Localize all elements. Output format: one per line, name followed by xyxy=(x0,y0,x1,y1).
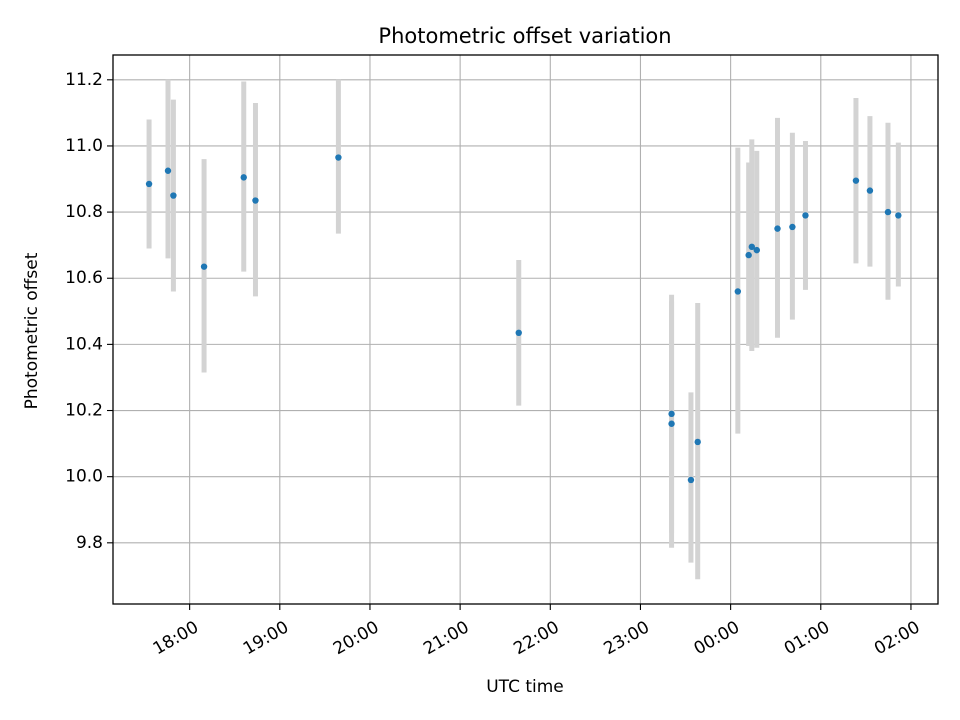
grid xyxy=(113,55,938,604)
data-point xyxy=(884,208,892,216)
y-tick-label: 10.6 xyxy=(65,268,103,288)
data-point xyxy=(335,154,342,161)
data-point xyxy=(668,410,675,418)
data-point xyxy=(252,197,259,204)
data-point xyxy=(734,288,742,295)
data-point xyxy=(748,243,756,251)
y-tick-label: 11.2 xyxy=(65,70,103,90)
x-axis-label: UTC time xyxy=(486,677,564,697)
data-point xyxy=(240,174,247,181)
data-point xyxy=(164,167,172,174)
data-point xyxy=(145,180,153,188)
chart-title: Photometric offset variation xyxy=(378,24,671,48)
y-tick-label: 10.0 xyxy=(65,467,103,487)
data-point xyxy=(694,438,701,446)
data-point xyxy=(668,420,675,427)
data-point xyxy=(745,251,752,259)
y-tick-label: 9.8 xyxy=(76,533,103,553)
data-points xyxy=(145,154,902,484)
y-axis-label: Photometric offset xyxy=(22,252,42,409)
data-point xyxy=(866,187,874,194)
y-tick-label: 11.0 xyxy=(65,136,103,156)
data-point xyxy=(170,192,177,199)
data-point xyxy=(852,177,860,184)
data-point xyxy=(515,329,522,337)
data-point xyxy=(687,476,695,484)
y-tick-label: 10.2 xyxy=(65,401,103,421)
data-point xyxy=(200,263,208,270)
data-point xyxy=(789,223,796,231)
y-tick-label: 10.8 xyxy=(65,202,103,222)
data-point xyxy=(774,225,781,232)
data-point xyxy=(895,212,902,219)
data-point xyxy=(753,246,760,254)
y-tick-label: 10.4 xyxy=(65,334,103,354)
plot-area-frame xyxy=(112,54,939,605)
y-axis-ticks: 9.8 10.0 10.2 10.4 10.6 10.8 11.0 11.2 xyxy=(65,70,113,553)
data-point xyxy=(802,212,809,219)
